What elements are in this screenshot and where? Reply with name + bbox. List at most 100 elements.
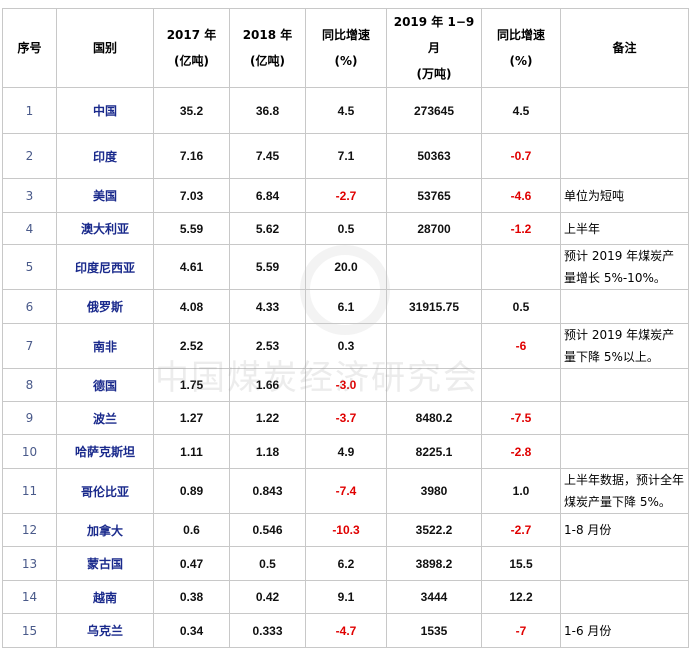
cell: 0.843 (229, 468, 306, 514)
table-row: 14 越南 0.38 0.42 9.1 3444 12.2 (2, 580, 689, 614)
cell: 6.1 (305, 289, 387, 324)
cell: -7.5 (481, 401, 561, 435)
cell: 0.47 (153, 546, 230, 581)
cell: 1.11 (153, 434, 230, 469)
header-row: 序号 国别 2017 年 (亿吨) 2018 年 (亿吨) 同比增速 (%) 2019 年 1−… (2, 8, 689, 88)
country-cell: 俄罗斯 (56, 289, 154, 324)
cell (481, 368, 561, 402)
cell: 5.59 (153, 212, 230, 245)
header-text: (亿吨) (174, 54, 209, 68)
note-cell: 1-6 月份 (560, 613, 689, 648)
cell: -3.7 (305, 401, 387, 435)
cell: 5 (2, 244, 57, 290)
country-cell: 印度 (56, 133, 154, 179)
note-cell: 单位为短吨 (560, 178, 689, 213)
header-cell: 2019 年 1−9 月 (万吨) (386, 8, 482, 88)
cell: 3522.2 (386, 513, 482, 547)
cell: 1.75 (153, 368, 230, 402)
header-cell: 备注 (560, 8, 689, 88)
cell: 7.45 (229, 133, 306, 179)
cell: 36.8 (229, 87, 306, 134)
table-row: 4 澳大利亚 5.59 5.62 0.5 28700 -1.2 上半年 (2, 212, 689, 245)
note-cell: 预计 2019 年煤炭产量下降 5%以上。 (560, 323, 689, 369)
header-text: 同比增速 (321, 28, 370, 42)
country-cell: 波兰 (56, 401, 154, 435)
cell: 0.5 (481, 289, 561, 324)
table-row: 11 哥伦比亚 0.89 0.843 -7.4 3980 1.0 上半年数据，预计全年煤炭产量… (2, 468, 689, 514)
table-body: 1 中国 35.2 36.8 4.5 273645 4.5 2 印度 7.16 7.45 7.1 503… (2, 87, 689, 648)
cell (386, 323, 482, 369)
cell: 0.3 (305, 323, 387, 369)
table-row: 8 德国 1.75 1.66 -3.0 (2, 368, 689, 402)
cell: 3 (2, 178, 57, 213)
header-text: 同比增速 (496, 28, 545, 42)
cell: 11 (2, 468, 57, 514)
table-row: 5 印度尼西亚 4.61 5.59 20.0 预计 2019 年煤炭产量增长 5%-10%… (2, 244, 689, 290)
cell: 9.1 (305, 580, 387, 614)
cell: 3444 (386, 580, 482, 614)
cell: -3.0 (305, 368, 387, 402)
note-cell (560, 133, 689, 179)
cell: 0.89 (153, 468, 230, 514)
country-cell: 南非 (56, 323, 154, 369)
note-cell (560, 87, 689, 134)
table-row: 15 乌克兰 0.34 0.333 -4.7 1535 -7 1-6 月份 (2, 613, 689, 648)
cell: 1.66 (229, 368, 306, 402)
cell: 7.1 (305, 133, 387, 179)
cell: 0.333 (229, 613, 306, 648)
data-table: 序号 国别 2017 年 (亿吨) 2018 年 (亿吨) 同比增速 (%) 2019 年 1−… (2, 8, 689, 648)
country-cell: 中国 (56, 87, 154, 134)
country-cell: 哈萨克斯坦 (56, 434, 154, 469)
country-cell: 加拿大 (56, 513, 154, 547)
table-row: 10 哈萨克斯坦 1.11 1.18 4.9 8225.1 -2.8 (2, 434, 689, 469)
cell: 7 (2, 323, 57, 369)
cell: 6.2 (305, 546, 387, 581)
note-cell (560, 546, 689, 581)
cell: 10 (2, 434, 57, 469)
cell: 4 (2, 212, 57, 245)
country-cell: 越南 (56, 580, 154, 614)
country-cell: 乌克兰 (56, 613, 154, 648)
header-cell: 同比增速 (%) (305, 8, 387, 88)
header-text: 序号 (17, 41, 42, 55)
cell: 8225.1 (386, 434, 482, 469)
header-text: (亿吨) (250, 54, 285, 68)
note-cell: 预计 2019 年煤炭产量增长 5%-10%。 (560, 244, 689, 290)
note-cell: 1-8 月份 (560, 513, 689, 547)
note-cell (560, 401, 689, 435)
cell: 6 (2, 289, 57, 324)
table-row: 6 俄罗斯 4.08 4.33 6.1 31915.75 0.5 (2, 289, 689, 324)
cell: -6 (481, 323, 561, 369)
cell: 4.5 (481, 87, 561, 134)
cell: 31915.75 (386, 289, 482, 324)
cell: -0.7 (481, 133, 561, 179)
note-cell: 上半年数据，预计全年煤炭产量下降 5%。 (560, 468, 689, 514)
header-cell: 2017 年 (亿吨) (153, 8, 230, 88)
cell: 4.5 (305, 87, 387, 134)
cell: 6.84 (229, 178, 306, 213)
cell: 12 (2, 513, 57, 547)
cell: 14 (2, 580, 57, 614)
cell: -1.2 (481, 212, 561, 245)
header-text: 国别 (92, 41, 117, 55)
header-text: 备注 (612, 41, 637, 55)
note-cell: 上半年 (560, 212, 689, 245)
header-text: (万吨) (416, 67, 452, 81)
cell: 0.546 (229, 513, 306, 547)
table-row: 1 中国 35.2 36.8 4.5 273645 4.5 (2, 87, 689, 134)
cell: 15 (2, 613, 57, 648)
cell: 0.6 (153, 513, 230, 547)
cell: 0.42 (229, 580, 306, 614)
cell: 15.5 (481, 546, 561, 581)
country-cell: 美国 (56, 178, 154, 213)
cell: 28700 (386, 212, 482, 245)
header-text: 2017 年 (166, 28, 217, 42)
cell: 35.2 (153, 87, 230, 134)
header-cell: 2018 年 (亿吨) (229, 8, 306, 88)
cell: 2.52 (153, 323, 230, 369)
cell: -4.7 (305, 613, 387, 648)
cell: 7.03 (153, 178, 230, 213)
cell: 3898.2 (386, 546, 482, 581)
note-cell (560, 368, 689, 402)
cell: 2.53 (229, 323, 306, 369)
